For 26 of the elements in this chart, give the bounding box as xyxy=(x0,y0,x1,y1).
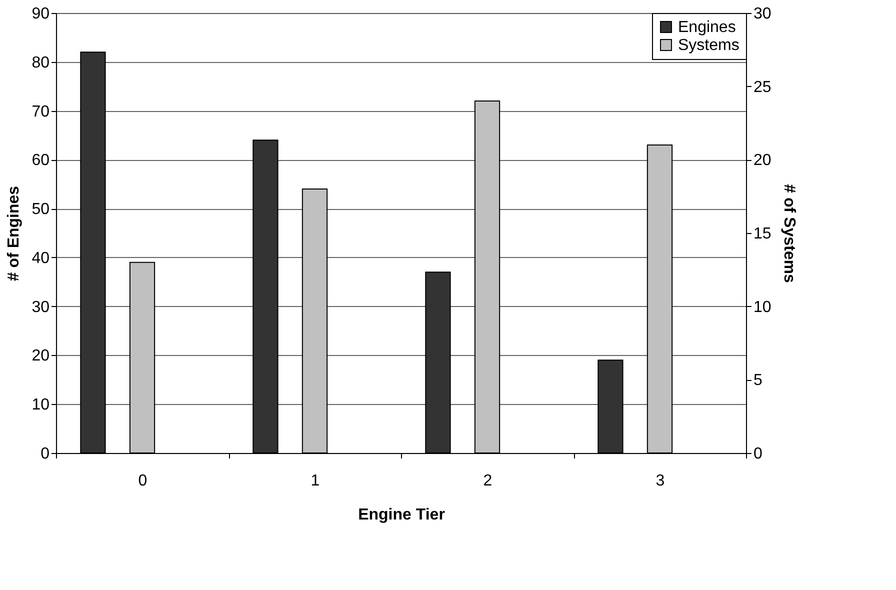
legend-label: Systems xyxy=(678,37,740,54)
y2-tick-label: 0 xyxy=(754,446,762,462)
x-tick-label: 3 xyxy=(656,472,665,490)
x-tick-label: 1 xyxy=(310,472,320,490)
x-axis-title: Engine Tier xyxy=(358,506,445,524)
y-tick-label: 40 xyxy=(32,250,50,267)
y2-tick-label: 5 xyxy=(754,372,762,390)
x-tick-label: 0 xyxy=(138,472,148,490)
y-tick-label: 30 xyxy=(32,298,50,316)
y-tick-label: 70 xyxy=(32,103,50,120)
y2-tick-label: 15 xyxy=(754,226,772,242)
y-axis-title: # of Engines xyxy=(6,186,23,282)
legend-label: Engines xyxy=(678,19,736,36)
x-tick-label: 2 xyxy=(483,472,492,490)
y-tick-label: 80 xyxy=(32,54,50,72)
y-tick-label: 10 xyxy=(32,396,50,414)
y2-tick-label: 20 xyxy=(754,152,772,170)
y-tick-label: 50 xyxy=(32,201,50,218)
y2-tick-label: 30 xyxy=(754,6,772,22)
y-tick-label: 20 xyxy=(32,348,50,365)
y-tick-label: 0 xyxy=(40,446,50,462)
y2-axis-title: # of Systems xyxy=(780,184,798,283)
y2-tick-label: 25 xyxy=(754,78,772,96)
y-tick-label: 90 xyxy=(32,6,50,22)
y2-tick-label: 10 xyxy=(754,298,772,316)
y-tick-label: 60 xyxy=(32,152,50,170)
